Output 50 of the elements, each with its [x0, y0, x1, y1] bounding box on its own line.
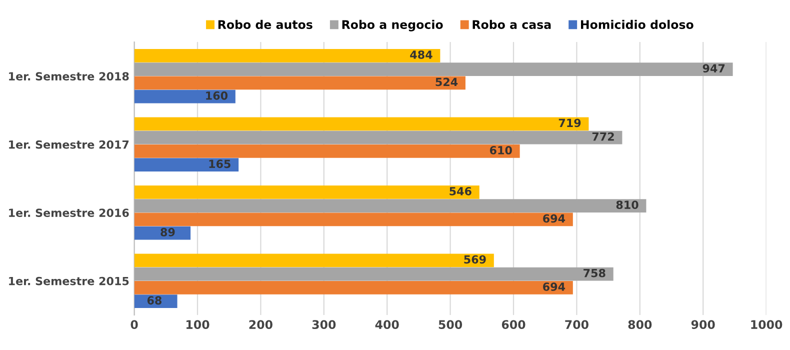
data-label: 524 [436, 78, 458, 86]
x-tick-label: 1000 [751, 320, 782, 329]
bar [134, 144, 520, 158]
x-tick-label: 600 [502, 320, 526, 329]
y-tick-label: 1er. Semestre 2018 [9, 72, 129, 81]
bar [134, 267, 614, 281]
data-label: 694 [543, 282, 566, 291]
legend-label: Robo a casa [472, 20, 551, 29]
bar [134, 199, 646, 212]
x-tick-label: 900 [691, 320, 715, 329]
legend-label: Robo de autos [218, 20, 312, 29]
x-tick-label: 200 [249, 320, 272, 329]
bar [134, 76, 466, 90]
data-label: 484 [410, 50, 432, 59]
data-label: 68 [147, 296, 162, 305]
bar [134, 254, 494, 268]
bar [134, 226, 191, 240]
y-tick-label: 1er. Semestre 2017 [9, 140, 129, 149]
x-tick-label: 300 [312, 320, 336, 329]
x-tick-label: 100 [186, 320, 210, 329]
x-tick-label: 400 [375, 320, 399, 329]
data-label: 610 [490, 146, 512, 154]
x-tick-label: 800 [628, 320, 652, 329]
data-label: 569 [464, 255, 486, 264]
x-tick-label: 500 [438, 320, 462, 329]
y-tick-label: 1er. Semestre 2016 [9, 208, 129, 218]
data-label: 694 [543, 214, 566, 223]
data-label: 719 [558, 118, 581, 128]
bar [134, 281, 573, 294]
bar [134, 62, 733, 76]
bar [134, 130, 622, 144]
data-label: 546 [450, 186, 472, 196]
data-label: 160 [206, 91, 228, 100]
bar [134, 212, 573, 226]
data-label: 758 [584, 268, 606, 278]
bar [134, 185, 480, 199]
data-label: 89 [160, 228, 175, 236]
x-tick-label: 0 [130, 320, 138, 329]
data-label: 810 [616, 200, 638, 210]
bar [134, 90, 236, 104]
legend-label: Robo a negocio [342, 20, 443, 32]
data-label: 165 [209, 160, 230, 168]
data-label: 947 [702, 64, 725, 73]
bar [134, 48, 440, 62]
bar [134, 158, 239, 172]
bar [134, 117, 589, 131]
legend-label: Homicidio doloso [581, 20, 694, 29]
x-tick-label: 700 [565, 320, 588, 329]
data-label: 772 [592, 132, 614, 141]
y-tick-label: 1er. Semestre 2015 [9, 276, 129, 286]
